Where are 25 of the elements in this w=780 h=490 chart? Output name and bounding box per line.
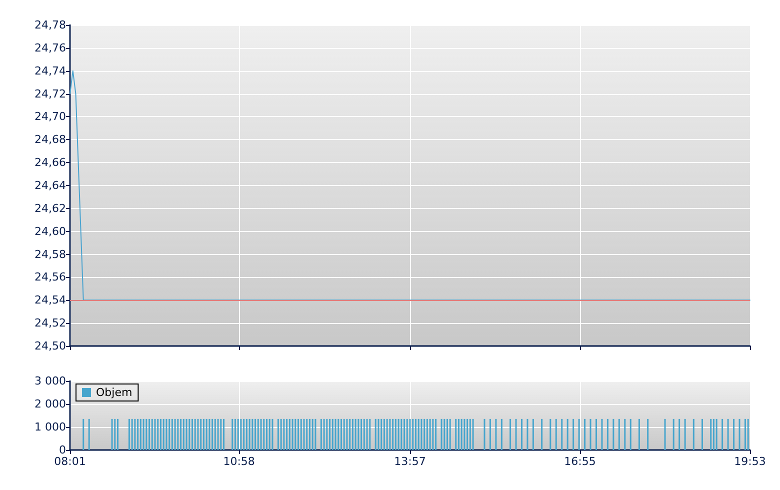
- y-tick-label: 24,76: [34, 41, 66, 54]
- x-tick-label: 10:58: [223, 455, 255, 468]
- y-tick-label: 24,72: [34, 87, 66, 100]
- x-tick-label: 16:55: [564, 455, 596, 468]
- y-tick-label: 1 000: [34, 420, 66, 434]
- y-tick-label: 24,50: [34, 340, 66, 352]
- x-tick-label: 13:57: [394, 455, 426, 468]
- y-tick-label: 0: [59, 444, 66, 456]
- y-tick-label: 24,58: [34, 248, 66, 261]
- y-tick-label: 2 000: [34, 398, 66, 410]
- y-tick-label: 24,54: [34, 294, 66, 307]
- y-tick-label: 24,78: [34, 18, 66, 32]
- y-tick-label: 3 000: [34, 374, 66, 388]
- x-tick-label: 19:53: [734, 455, 766, 468]
- y-tick-label: 24,74: [34, 64, 66, 78]
- legend-label: Objem: [96, 386, 132, 399]
- y-tick-label: 24,62: [34, 202, 66, 215]
- y-tick-label: 24,64: [34, 179, 66, 192]
- y-tick-label: 24,66: [34, 156, 66, 170]
- y-tick-label: 24,70: [34, 110, 66, 124]
- y-tick-label: 24,52: [34, 316, 66, 330]
- y-tick-label: 24,56: [34, 270, 66, 284]
- y-tick-label: 24,60: [34, 224, 66, 238]
- x-tick-label: 08:01: [54, 455, 86, 468]
- y-tick-label: 24,68: [34, 133, 66, 146]
